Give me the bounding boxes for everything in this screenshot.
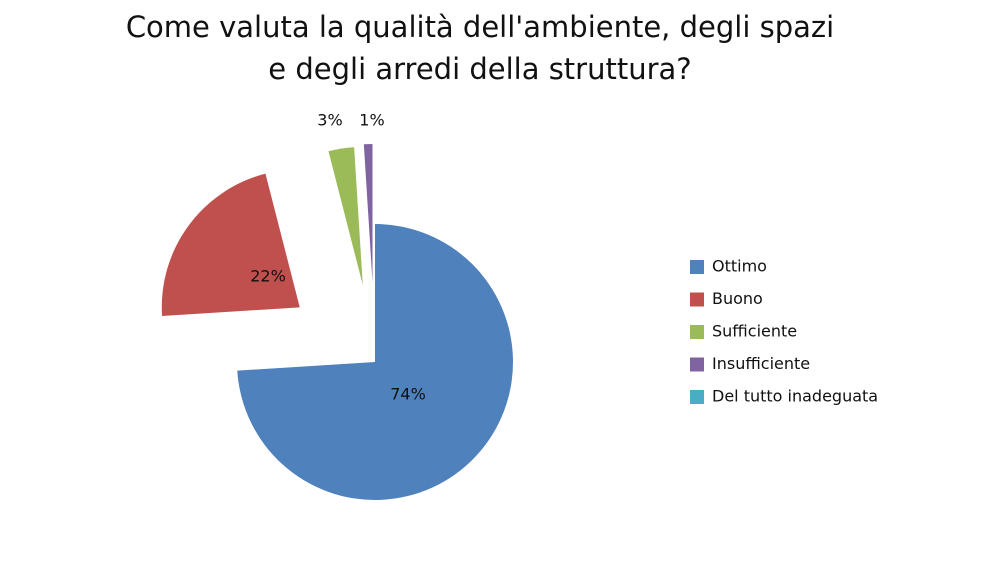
pie-slice (328, 147, 363, 285)
legend-label: Del tutto inadeguata (712, 387, 878, 406)
legend-label: Ottimo (712, 257, 767, 276)
chart-title: Come valuta la qualità dell'ambiente, de… (125, 10, 835, 86)
pie-slice (161, 173, 300, 317)
legend-swatch (690, 292, 704, 307)
data-label: 3% (317, 111, 342, 130)
legend-label: Buono (712, 289, 763, 308)
data-label: 22% (250, 267, 286, 286)
legend-swatch (690, 325, 704, 339)
legend-swatch (690, 260, 704, 274)
legend-label: Insufficiente (712, 354, 810, 373)
data-label: 74% (390, 385, 426, 404)
legend-swatch (690, 390, 704, 404)
data-label: 1% (359, 111, 384, 130)
pie-slice (363, 144, 373, 283)
legend-swatch (690, 357, 704, 372)
legend-label: Sufficiente (712, 322, 797, 341)
pie-slice (237, 224, 513, 501)
